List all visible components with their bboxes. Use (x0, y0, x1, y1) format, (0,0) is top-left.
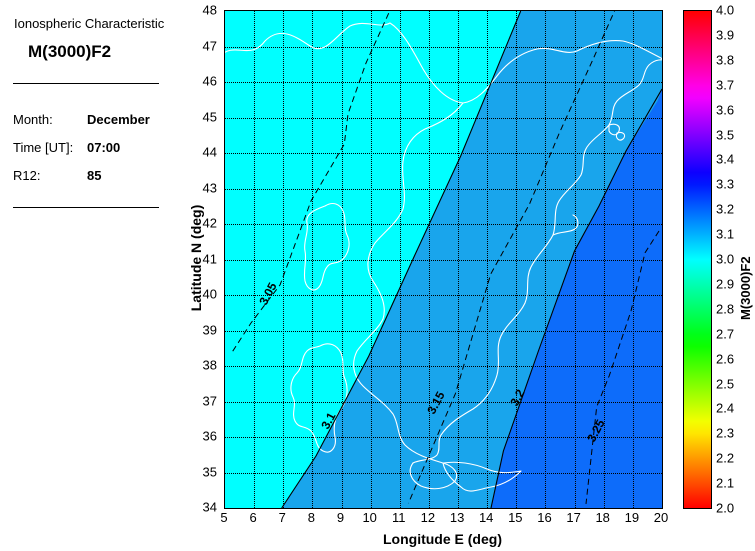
svg-text:3.25: 3.25 (584, 417, 607, 444)
svg-text:3.15: 3.15 (424, 389, 447, 416)
svg-text:3.05: 3.05 (256, 280, 279, 307)
svg-text:3.1: 3.1 (318, 410, 338, 432)
